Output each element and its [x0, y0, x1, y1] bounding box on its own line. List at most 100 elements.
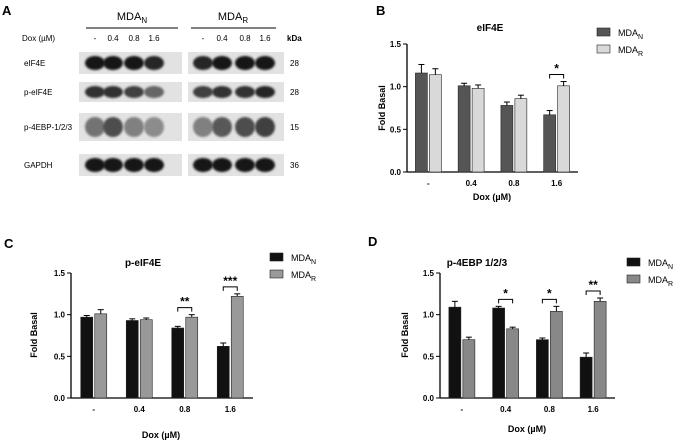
legend-entry: MDAN: [596, 27, 643, 41]
y-axis-label: Fold Basal: [29, 312, 39, 358]
legend-label: MDAN: [618, 28, 643, 41]
y-tick-label: 1.0: [423, 311, 435, 320]
bar: [543, 114, 556, 173]
blot-band: [144, 86, 164, 98]
legend-swatch: [626, 274, 641, 284]
y-tick-label: 0.5: [423, 352, 435, 361]
blot-band: [103, 158, 123, 172]
legend-entry: MDAN: [269, 252, 316, 266]
blot-band: [212, 117, 232, 137]
x-tick-label: 0.4: [500, 405, 512, 414]
bar: [550, 311, 563, 399]
blot-row-label: GAPDH: [24, 161, 53, 170]
x-axis-label: Dox (µM): [473, 192, 511, 202]
blot-row: p-eIF4E 28: [24, 82, 299, 102]
blot-row-kda: 28: [290, 59, 299, 68]
x-tick-label: 1.6: [588, 405, 600, 414]
y-tick-label: 0.0: [423, 394, 435, 403]
blot-row-label: p-eIF4E: [24, 88, 52, 97]
bar: [125, 320, 139, 399]
blot-band: [85, 56, 105, 70]
bar: [216, 346, 230, 399]
blot-band: [255, 86, 275, 98]
legend-entry: MDAR: [596, 44, 643, 58]
blot-band: [103, 117, 123, 137]
dose-tick-label: 0.4: [107, 34, 119, 43]
bar: [492, 307, 505, 399]
significance-bracket: [585, 290, 601, 295]
bar: [471, 88, 485, 173]
significance-label: **: [180, 295, 190, 309]
significance-label: *: [547, 286, 552, 300]
blot-band: [85, 86, 105, 98]
bar: [579, 356, 593, 399]
panel-letter: D: [368, 234, 377, 249]
bar-chart-d: Dp-4EBP 1/2/3 0.0 0.5 1.0 1.5 Dox (µM) Fold Ba…: [368, 234, 673, 434]
y-axis-label: Fold Basal: [377, 85, 387, 131]
blot-band: [235, 158, 255, 172]
chart-title: p-eIF4E: [125, 258, 161, 269]
chart-title: p-4EBP 1/2/3: [447, 258, 508, 269]
blot-band: [103, 56, 123, 70]
dose-tick-label: 0.8: [239, 34, 251, 43]
blot-band: [212, 86, 232, 98]
dose-tick-label: 0.8: [128, 34, 140, 43]
blot-band: [193, 117, 213, 137]
panel-letter: B: [376, 3, 385, 18]
bar: [185, 316, 199, 399]
y-tick-label: 1.5: [390, 40, 402, 49]
legend-swatch: [269, 269, 284, 279]
blot-row-kda: 28: [290, 88, 299, 97]
y-tick-label: 1.5: [423, 269, 435, 278]
blot-band: [85, 158, 105, 172]
x-axis-label: Dox (µM): [142, 430, 180, 440]
dose-labels: - 0.4 0.8 1.6 - 0.4 0.8 1.6: [94, 34, 271, 43]
legend-entry: MDAN: [626, 257, 673, 271]
significance-bracket: [549, 74, 565, 79]
bar: [462, 339, 476, 399]
bar: [506, 328, 519, 399]
blot-row-kda: 36: [290, 161, 299, 170]
legend-label: MDAR: [291, 270, 316, 283]
x-tick-label: -: [427, 179, 430, 188]
legend-swatch: [596, 27, 611, 37]
blot-band: [144, 56, 164, 70]
bar: [448, 306, 462, 399]
x-tick-label: 0.4: [466, 179, 478, 188]
x-tick-label: 0.8: [544, 405, 556, 414]
significance-bracket: [222, 286, 238, 291]
dose-tick-label: -: [202, 34, 205, 43]
bar: [429, 74, 442, 173]
significance-bracket: [498, 298, 514, 304]
blot-band: [235, 117, 255, 137]
blot-band: [255, 56, 275, 70]
dose-tick-label: 1.6: [259, 34, 271, 43]
significance-label: *: [503, 286, 508, 300]
panel-letter-a: A: [2, 3, 12, 18]
x-tick-label: 0.8: [508, 179, 520, 188]
blot-band: [255, 158, 275, 172]
y-axis-label: Fold Basal: [400, 312, 410, 358]
x-tick-label: 0.4: [134, 405, 146, 414]
blot-band: [103, 86, 123, 98]
blot-band: [124, 56, 144, 70]
dose-label: Dox (µM): [22, 34, 55, 43]
legend-entry: MDAR: [626, 274, 673, 288]
blot-row: GAPDH 36: [24, 154, 299, 176]
y-tick-label: 0.5: [390, 125, 402, 134]
bar: [536, 339, 549, 399]
dose-tick-label: 0.4: [216, 34, 228, 43]
blot-row: p-4EBP-1/2/3 15: [24, 113, 299, 141]
dose-tick-label: -: [94, 34, 97, 43]
group-label-mda-r: MDAR: [218, 11, 248, 25]
x-tick-label: 0.8: [179, 405, 191, 414]
blot-band: [193, 56, 213, 70]
blot-band: [124, 117, 144, 137]
blot-band: [212, 56, 232, 70]
bar: [230, 296, 244, 399]
bar-chart-c: Cp-eIF4E 0.0 0.5 1.0 1.5 Dox (µM) Fold Basal - 0…: [4, 236, 316, 440]
bar: [80, 316, 94, 399]
bar: [94, 313, 108, 399]
blot-band: [193, 86, 213, 98]
